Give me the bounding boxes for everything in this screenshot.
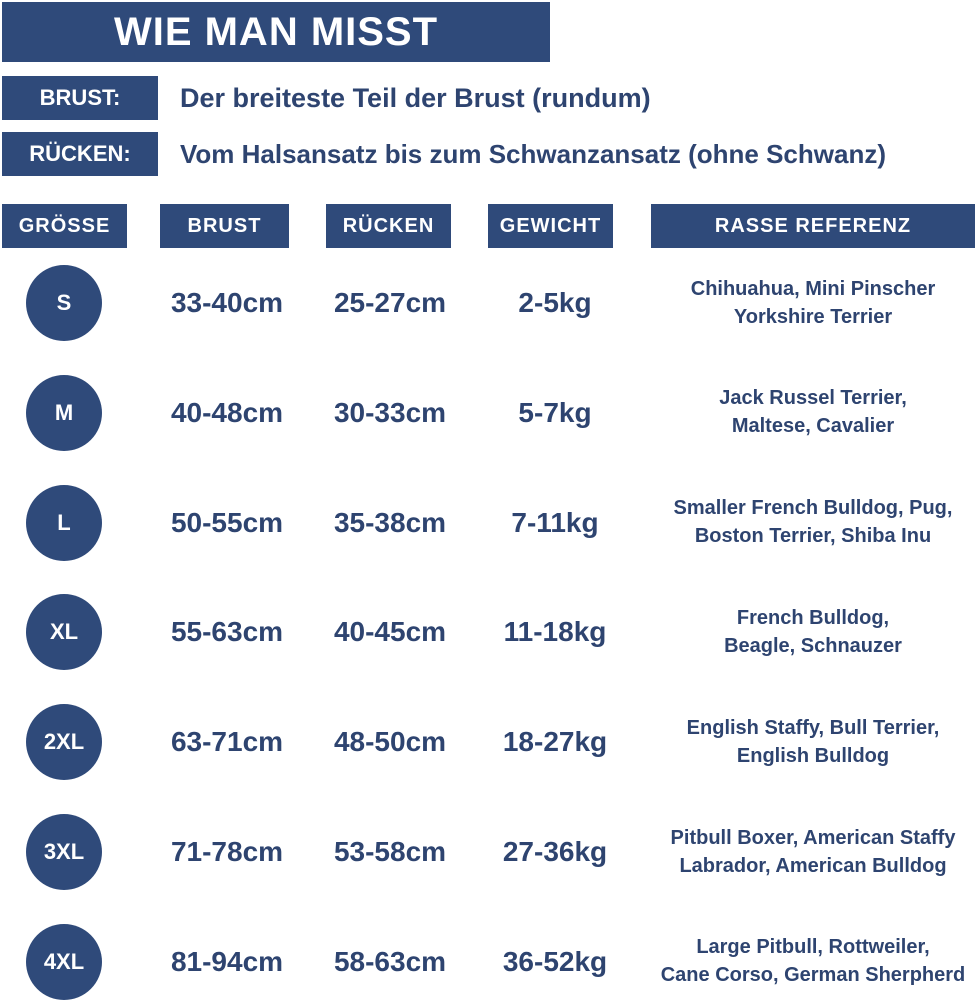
breed-reference: Smaller French Bulldog, Pug, — [673, 497, 953, 520]
cell-value: 18-27kg — [502, 726, 608, 758]
cell-value: 25-27cm — [333, 287, 447, 318]
cell-value: 55-63cm — [170, 616, 284, 648]
cell-value: 27-36kg — [502, 836, 608, 867]
cell-value: 35-38cm — [333, 506, 447, 538]
cell-value: 30-33cm — [333, 396, 447, 428]
breed-reference: Chihuahua, Mini Pinscher — [690, 277, 936, 300]
breed-reference: Beagle, Schnauzer — [724, 634, 902, 657]
definition-label: BRUST: — [2, 76, 158, 120]
definition-text: Der breiteste Teil der Brust (rundum) — [180, 82, 651, 113]
cell-value: 71-78cm — [170, 836, 284, 867]
table-header: GEWICHT — [488, 204, 613, 248]
cell-value: 36-52kg — [502, 945, 608, 977]
breed-reference: Cane Corso, German Sherpherd — [660, 964, 966, 987]
size-badge: 2XL — [26, 704, 102, 781]
cell-value: 81-94cm — [170, 945, 284, 977]
cell-value: 40-45cm — [333, 616, 447, 648]
breed-reference: French Bulldog, — [736, 606, 890, 629]
breed-reference: Jack Russel Terrier, — [719, 387, 907, 410]
cell-value: 63-71cm — [170, 726, 284, 758]
breed-reference: English Staffy, Bull Terrier, — [686, 716, 940, 739]
size-badge: 4XL — [26, 923, 102, 1000]
title: WIE MAN MISST — [2, 2, 550, 62]
cell-value: 48-50cm — [333, 726, 447, 758]
size-badge: 3XL — [26, 814, 102, 890]
size-badge: S — [26, 265, 102, 341]
cell-value: 7-11kg — [511, 506, 599, 538]
cell-value: 33-40cm — [170, 287, 284, 318]
cell-value: 40-48cm — [170, 396, 284, 428]
breed-reference: Boston Terrier, Shiba Inu — [694, 525, 932, 548]
table-header: RÜCKEN — [326, 204, 451, 248]
definition-label: RÜCKEN: — [2, 132, 158, 176]
size-badge: XL — [26, 594, 102, 671]
breed-reference: Maltese, Cavalier — [731, 415, 895, 438]
definition-text: Vom Halsansatz bis zum Schwanzansatz (oh… — [180, 138, 886, 169]
cell-value: 5-7kg — [518, 396, 592, 428]
cell-value: 58-63cm — [333, 945, 447, 977]
cell-value: 50-55cm — [170, 506, 284, 538]
cell-value: 11-18kg — [503, 616, 607, 648]
table-header: GRÖSSE — [2, 204, 127, 248]
breed-reference: Pitbull Boxer, American Staffy — [670, 826, 956, 849]
cell-value: 53-58cm — [333, 836, 447, 867]
breed-reference: Yorkshire Terrier — [733, 305, 893, 328]
breed-reference: Large Pitbull, Rottweiler, — [696, 936, 930, 959]
table-header: BRUST — [160, 204, 289, 248]
size-badge: M — [26, 374, 102, 451]
breed-reference: English Bulldog — [736, 744, 890, 767]
size-badge: L — [26, 484, 102, 561]
cell-value: 2-5kg — [518, 287, 592, 318]
table-header: RASSE REFERENZ — [651, 204, 975, 248]
breed-reference: Labrador, American Bulldog — [679, 854, 947, 877]
